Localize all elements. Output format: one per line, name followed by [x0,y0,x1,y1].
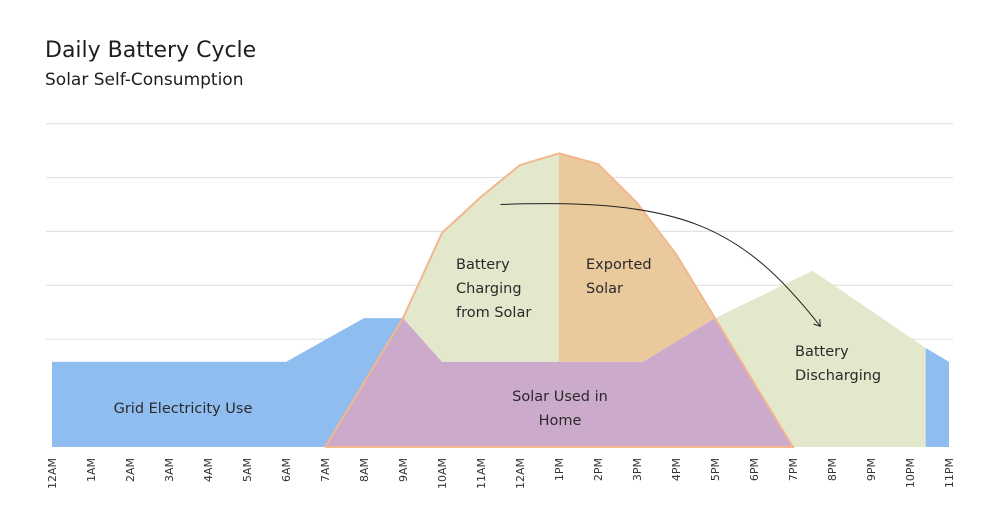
area-battery-charging-from-solar [403,153,559,362]
x-tick-label: 1PM [553,458,566,481]
chart-subtitle: Solar Self-Consumption [45,70,244,90]
x-tick-label: 6AM [280,458,293,482]
x-tick-label: 5AM [241,458,254,482]
x-tick-label: 11AM [475,458,488,489]
label-battery-discharging: Battery Discharging [795,344,881,384]
x-tick-label: 1AM [85,458,98,482]
x-tick-label: 2AM [124,458,137,482]
area-grid-electricity-use-evening- [925,347,949,447]
x-tick-label: 3PM [631,458,644,481]
x-tick-label: 4AM [202,458,215,482]
area-grid-electricity-use [52,318,403,447]
x-tick-label: 9PM [865,458,878,481]
area-battery-discharging [715,270,926,447]
label-solar-used-in-home: Solar Used in Home [512,389,608,429]
x-tick-label: 10AM [436,458,449,489]
x-tick-label: 3AM [163,458,176,482]
annotation-arrow [500,203,821,327]
x-tick-label: 4PM [670,458,683,481]
x-tick-label: 8PM [826,458,839,481]
solar-production-outline [324,152,795,448]
x-tick-label: 7PM [787,458,800,481]
x-tick-label: 12AM [514,458,527,489]
x-tick-label: 7AM [319,458,332,482]
x-tick-label: 6PM [748,458,761,481]
label-battery-charging: Battery Charging from Solar [456,257,531,321]
x-tick-label: 12AM [46,458,59,489]
area-solar-used-in-home [325,318,793,447]
x-tick-label: 10PM [904,458,917,488]
x-tick-label: 8AM [358,458,371,482]
chart-title: Daily Battery Cycle [45,38,257,63]
x-tick-label: 5PM [709,458,722,481]
x-tick-label: 2PM [592,458,605,481]
x-tick-label: 11PM [943,458,956,488]
label-grid-electricity-use: Grid Electricity Use [114,401,253,417]
x-tick-label: 9AM [397,458,410,482]
label-exported-solar: Exported Solar [586,257,652,297]
